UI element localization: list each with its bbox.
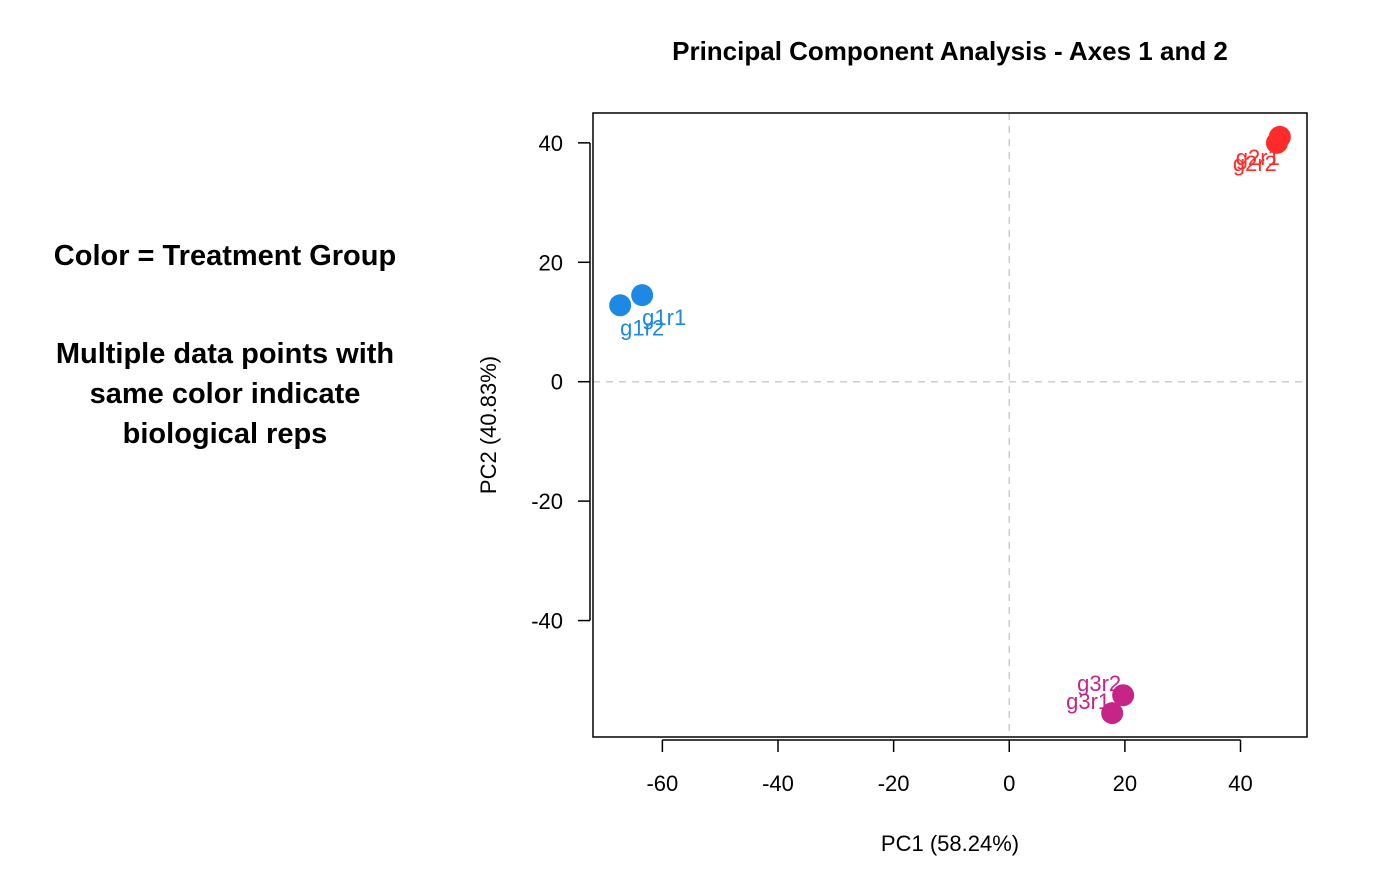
x-tick-label: 40 [1228,771,1252,796]
y-tick-label: 40 [539,131,563,156]
reference-lines [593,113,1307,737]
data-points [609,125,1291,725]
side-notes: Color = Treatment Group Multiple data po… [20,236,430,454]
x-axis-label: PC1 (58.24%) [881,831,1019,856]
y-tick-label: 20 [539,250,563,275]
y-tick-label: -40 [531,609,563,634]
data-point [1112,684,1135,707]
x-tick-label: 0 [1003,771,1015,796]
x-tick-label: -60 [646,771,678,796]
data-point [609,294,632,317]
y-axis: -40 -20 0 20 40 [531,131,591,634]
x-tick-label: -20 [878,771,910,796]
point-label: g2r1 [1236,145,1280,170]
replicates-note-line-3: biological reps [122,418,328,450]
point-label: g1r1 [642,305,686,330]
data-point [1265,131,1288,154]
point-label: g2r2 [1233,151,1277,176]
x-tick-label: -40 [762,771,794,796]
y-tick-label: 0 [551,370,563,395]
y-tick-label: -20 [531,489,563,514]
plot-frame [592,112,1308,738]
color-legend-note: Color = Treatment Group [53,240,397,272]
data-point [1101,702,1124,725]
chart-title: Principal Component Analysis - Axes 1 an… [672,36,1228,66]
point-label: g3r2 [1077,671,1121,696]
point-label: g1r2 [620,315,664,340]
replicates-note-line-1: Multiple data points with [55,338,395,370]
y-axis-label: PC2 (40.83%) [476,356,501,494]
x-tick-label: 20 [1113,771,1137,796]
replicates-note-line-2: same color indicate [89,378,361,410]
point-label: g3r1 [1066,689,1110,714]
x-axis: -60 -40 -20 0 20 40 [646,739,1253,796]
data-point [631,284,654,307]
